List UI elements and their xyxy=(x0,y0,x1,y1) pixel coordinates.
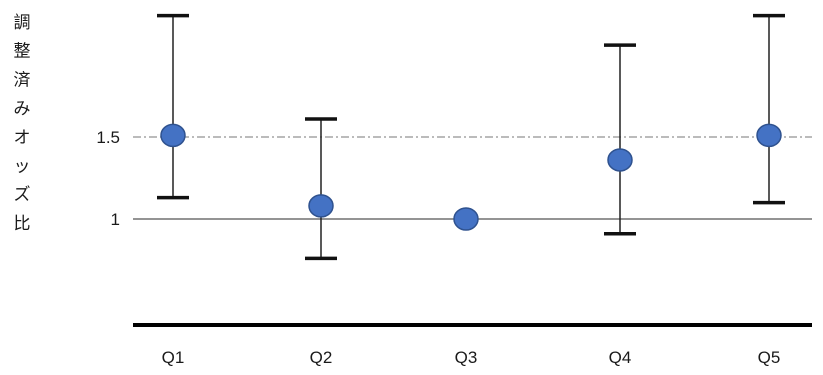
y-axis-label-char: 比 xyxy=(14,214,31,234)
data-point xyxy=(308,194,334,218)
x-tick-label: Q1 xyxy=(162,348,185,367)
y-axis-label-char: 整 xyxy=(14,42,31,62)
y-axis-label-char: み xyxy=(14,99,31,119)
error-bar xyxy=(305,117,337,261)
y-axis-label-char: ッ xyxy=(14,157,31,177)
y-tick-label: 1.5 xyxy=(96,128,120,147)
y-axis-label-char: 調 xyxy=(14,13,31,33)
error-bars xyxy=(157,13,785,261)
data-point xyxy=(453,207,479,231)
x-tick-label: Q5 xyxy=(758,348,781,367)
x-tick-labels: Q1 Q2 Q3 Q4 Q5 xyxy=(162,348,781,367)
y-tick-label: 1 xyxy=(111,210,120,229)
y-tick-labels: 11.5 xyxy=(96,128,120,229)
reference-lines xyxy=(133,136,812,220)
error-bar xyxy=(157,13,189,200)
data-points xyxy=(160,123,782,231)
data-point xyxy=(607,148,633,172)
y-axis-label-char: ズ xyxy=(14,185,31,205)
x-tick-label: Q3 xyxy=(455,348,478,367)
error-bar xyxy=(604,43,636,236)
data-point xyxy=(160,123,186,148)
x-tick-label: Q2 xyxy=(310,348,333,367)
data-point xyxy=(756,123,782,148)
error-bar xyxy=(753,13,785,205)
x-tick-label: Q4 xyxy=(609,348,632,367)
y-axis-label-char: オ xyxy=(14,128,31,148)
y-axis-label-char: 済 xyxy=(14,70,31,90)
